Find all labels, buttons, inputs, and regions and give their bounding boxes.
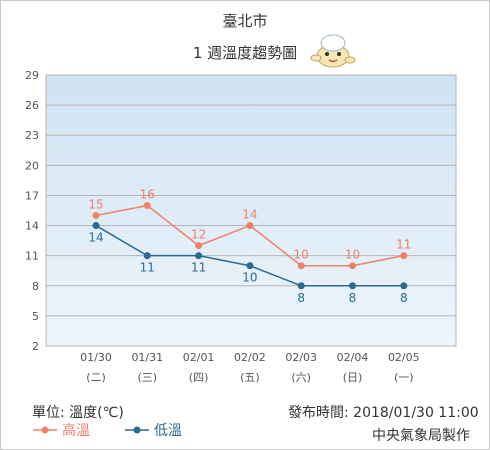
plot-area: [45, 74, 457, 347]
data-label-high: 14: [242, 208, 257, 222]
x-tick-label: 02/02: [234, 351, 266, 364]
x-tick-weekday: (二): [86, 371, 106, 384]
data-label-high: 11: [396, 238, 411, 252]
data-point-high: [92, 212, 100, 220]
data-point-low: [297, 282, 305, 290]
data-point-high: [400, 252, 408, 260]
data-point-high: [143, 201, 151, 209]
data-point-high: [246, 222, 254, 230]
data-label-high: 15: [88, 198, 103, 212]
data-point-low: [92, 222, 100, 230]
data-label-low: 8: [400, 291, 408, 305]
data-label-low: 14: [88, 231, 103, 245]
data-point-high: [297, 262, 305, 270]
data-label-low: 10: [242, 271, 257, 285]
y-tick-label: 14: [25, 220, 39, 233]
data-point-high: [195, 242, 203, 250]
legend-high-marker: [33, 426, 57, 434]
x-tick-weekday: (四): [189, 371, 209, 384]
x-tick-label: 01/30: [80, 351, 112, 364]
x-tick-weekday: (三): [138, 371, 158, 384]
chart-title-city: 臺北市: [222, 12, 268, 30]
data-label-low: 8: [297, 291, 305, 305]
credit-label: 中央氣象局製作: [372, 428, 470, 444]
y-tick-label: 2: [32, 340, 39, 353]
legend-high-label: 高溫: [62, 423, 90, 439]
y-tick-label: 23: [25, 129, 39, 142]
data-point-low: [349, 282, 356, 290]
data-label-low: 11: [140, 261, 155, 275]
y-tick-label: 26: [25, 99, 39, 112]
y-tick-label: 8: [32, 280, 39, 293]
x-tick-label: 01/31: [131, 351, 163, 364]
x-tick-weekday: (日): [343, 371, 363, 384]
legend-low-label: 低溫: [154, 423, 182, 439]
data-label-high: 12: [191, 228, 206, 242]
unit-label: 單位: 溫度(℃): [32, 405, 124, 421]
data-point-low: [400, 282, 408, 290]
data-point-low: [246, 262, 254, 270]
x-tick-label: 02/05: [388, 351, 420, 364]
x-tick-weekday: (六): [291, 371, 311, 384]
x-tick-label: 02/03: [285, 351, 317, 364]
data-label-high: 10: [294, 248, 309, 262]
y-tick-label: 11: [25, 250, 39, 263]
x-tick-weekday: (一): [394, 371, 414, 384]
x-tick-label: 02/04: [337, 351, 369, 364]
legend-low: 低溫: [124, 420, 182, 440]
data-label-low: 11: [191, 261, 206, 275]
published-time: 發布時間: 2018/01/30 11:00: [288, 405, 479, 421]
y-tick-label: 20: [25, 159, 39, 172]
y-tick-label: 17: [25, 189, 39, 202]
y-tick-label: 5: [32, 310, 39, 323]
x-tick-weekday: (五): [240, 371, 260, 384]
y-tick-label: 29: [25, 69, 39, 82]
data-point-low: [143, 252, 151, 260]
legend-low-marker: [125, 426, 149, 434]
data-point-low: [195, 252, 203, 260]
data-label-low: 8: [349, 291, 357, 305]
mascot-icon: [310, 34, 356, 68]
chart-subtitle: 1 週溫度趨勢圖: [192, 44, 298, 62]
data-label-high: 16: [140, 187, 155, 201]
data-label-high: 10: [345, 248, 360, 262]
legend-high: 高溫: [32, 420, 90, 440]
data-point-high: [349, 262, 356, 270]
x-tick-label: 02/01: [183, 351, 215, 364]
